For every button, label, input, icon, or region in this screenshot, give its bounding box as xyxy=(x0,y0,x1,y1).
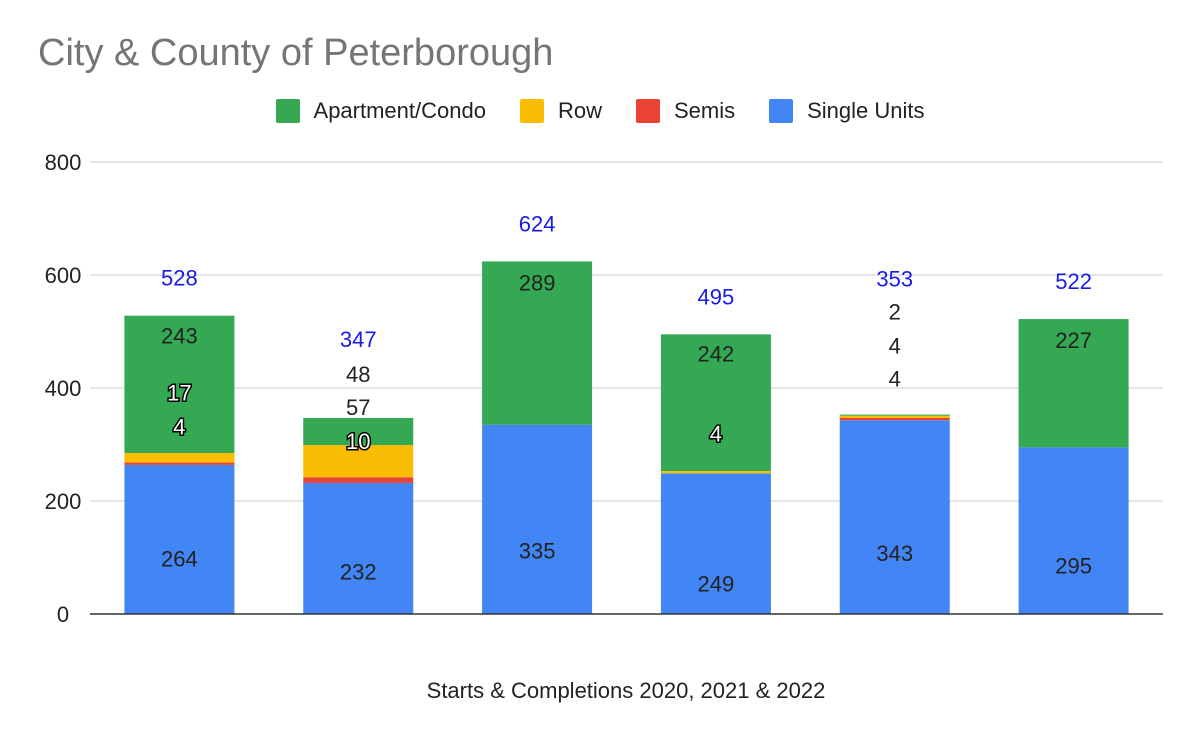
legend-swatch-apartment-condo xyxy=(275,99,300,123)
y-tick-label: 200 xyxy=(45,489,82,514)
chart-legend: Apartment/Condo Row Semis Single Units xyxy=(0,98,1200,124)
data-label: 4 xyxy=(889,367,901,392)
data-label: 227 xyxy=(1055,328,1092,353)
data-label: 10 xyxy=(346,429,370,454)
data-label: 4 xyxy=(710,421,722,446)
legend-label-apartment-condo: Apartment/Condo xyxy=(313,98,486,123)
legend-swatch-single-units xyxy=(769,99,794,123)
data-label: 242 xyxy=(698,341,735,366)
legend-item-single-units: Single Units xyxy=(769,98,924,124)
legend-item-row: Row xyxy=(519,98,602,124)
y-tick-label: 800 xyxy=(45,150,82,175)
data-label: 295 xyxy=(1055,554,1092,579)
data-label: 4 xyxy=(889,334,901,359)
legend-label-single-units: Single Units xyxy=(807,98,925,123)
legend-item-semis: Semis xyxy=(635,98,736,124)
bar-segment xyxy=(839,420,950,614)
data-label: 4 xyxy=(173,415,185,440)
data-label: 335 xyxy=(519,538,556,563)
bar-segment xyxy=(660,471,771,474)
data-label: 232 xyxy=(340,559,377,584)
bar-segment xyxy=(1018,319,1129,448)
bar-segment xyxy=(1018,447,1129,614)
bar-segment xyxy=(839,415,950,418)
total-label: 624 xyxy=(519,211,556,236)
bar-segment xyxy=(124,462,235,465)
bar-segment xyxy=(303,417,414,446)
legend-label-semis: Semis xyxy=(673,98,736,123)
y-tick-label: 600 xyxy=(45,263,82,288)
chart-title: City & County of Peterborough xyxy=(38,32,554,74)
legend-swatch-row xyxy=(519,99,544,123)
data-label: 249 xyxy=(698,572,735,597)
data-label: 243 xyxy=(161,324,198,349)
data-label: 48 xyxy=(346,362,370,387)
data-label: 343 xyxy=(876,541,913,566)
total-label: 522 xyxy=(1055,269,1092,294)
bar-segment xyxy=(124,315,235,453)
bar-segment xyxy=(303,477,414,483)
legend-item-apartment-condo: Apartment/Condo xyxy=(275,98,486,124)
y-tick-label: 400 xyxy=(45,376,82,401)
bar-segment xyxy=(660,334,771,472)
data-label: 17 xyxy=(167,381,191,406)
bar-segment xyxy=(303,445,414,478)
data-label: 2 xyxy=(889,300,901,325)
bar-segment xyxy=(124,452,235,463)
bar-segment xyxy=(482,261,593,425)
y-tick-label: 0 xyxy=(57,602,69,627)
legend-label-row: Row xyxy=(557,98,602,123)
total-label: 347 xyxy=(340,327,377,352)
x-axis-label: Starts & Completions 2020, 2021 & 2022 xyxy=(426,678,826,703)
total-label: 353 xyxy=(876,267,913,292)
total-label: 528 xyxy=(161,266,198,291)
bar-segment xyxy=(839,414,950,416)
bar-segment xyxy=(660,473,771,614)
data-label: 289 xyxy=(519,270,556,295)
legend-swatch-semis xyxy=(635,99,660,123)
bar-segment xyxy=(303,482,414,614)
bar-segment xyxy=(124,464,235,614)
data-label: 57 xyxy=(346,395,370,420)
total-label: 495 xyxy=(698,284,735,309)
bar-segment xyxy=(482,424,593,614)
bar-segment xyxy=(839,417,950,421)
data-label: 264 xyxy=(161,546,198,571)
